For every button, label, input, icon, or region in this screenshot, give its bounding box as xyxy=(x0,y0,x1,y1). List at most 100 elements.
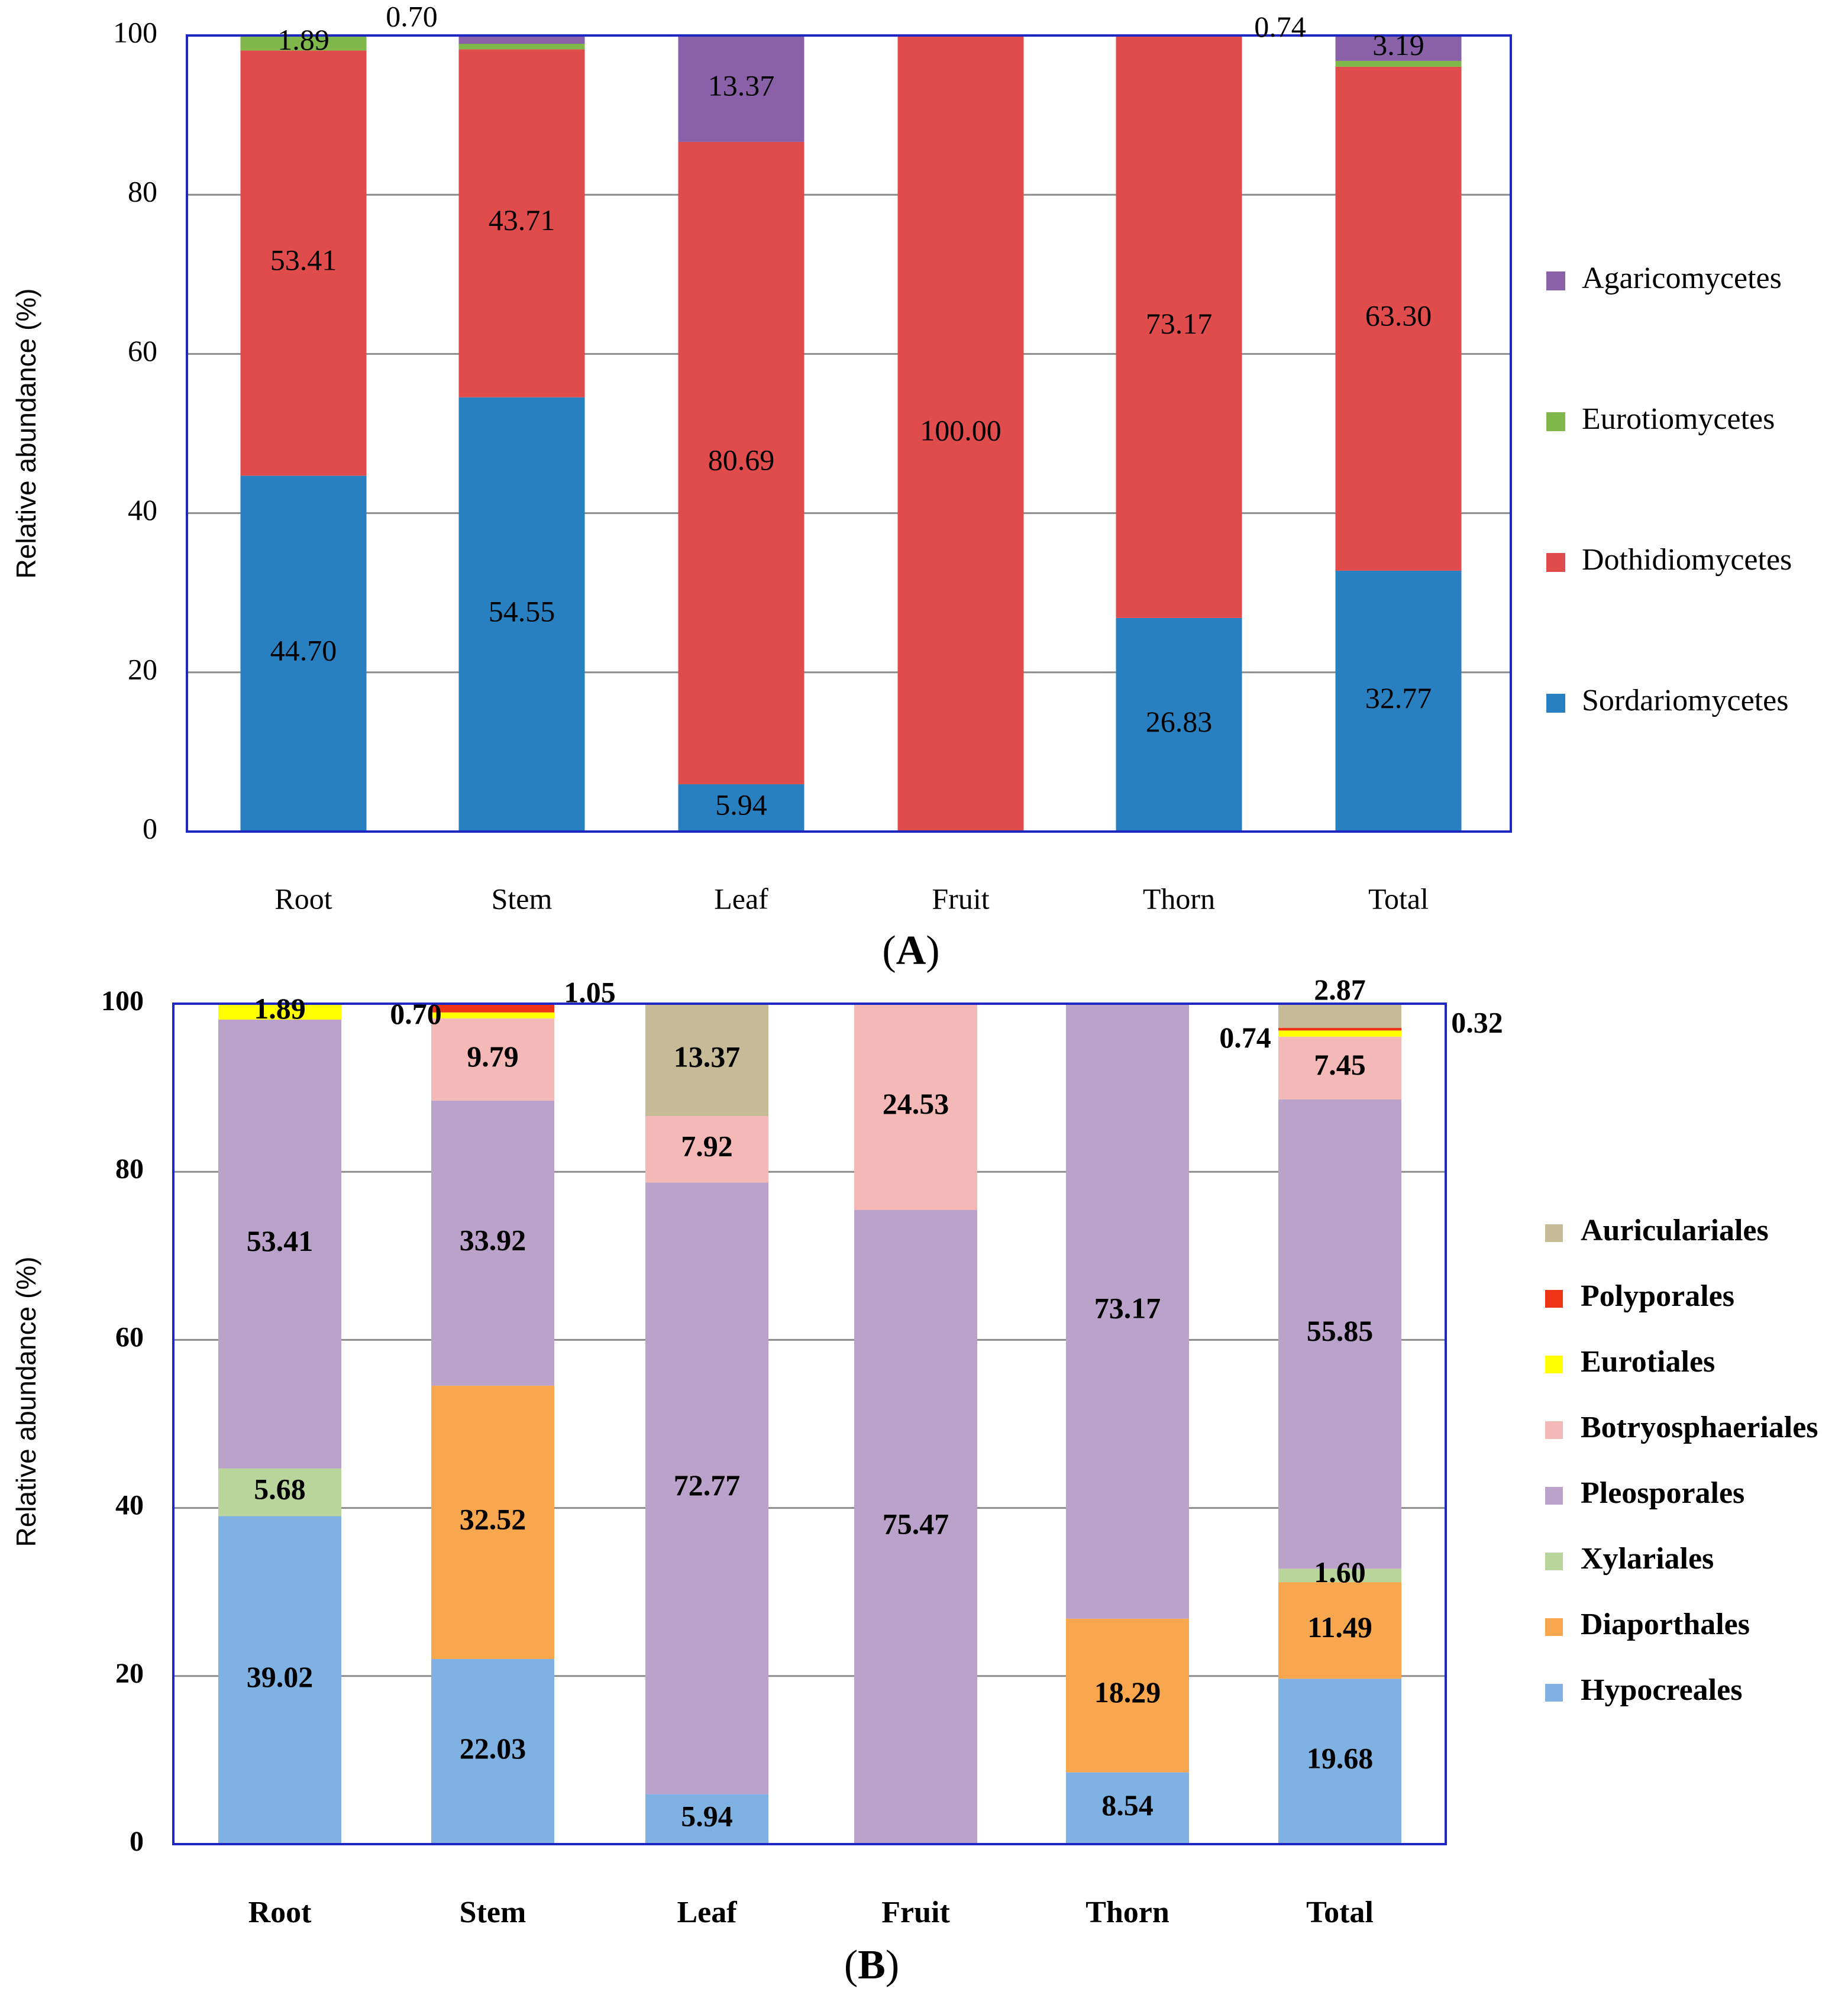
data-label: 32.77 xyxy=(1365,681,1432,714)
bar-root-dothidiomycetes xyxy=(240,50,367,476)
data-label: 0.70 xyxy=(386,0,438,33)
data-label: 80.69 xyxy=(708,443,775,476)
panel-label-letter: B xyxy=(858,1942,886,1988)
bar-stem-sordariomycetes xyxy=(458,397,585,832)
panel-label: (B) xyxy=(844,1942,899,1988)
plot-frame xyxy=(186,34,1512,833)
bar-total-botryosphaeriales xyxy=(1278,1036,1401,1100)
bar-thorn-diaporthales xyxy=(1066,1618,1189,1773)
bar-root-hypocreales xyxy=(218,1516,341,1844)
bar-total-diaporthales xyxy=(1278,1582,1401,1679)
data-label: 54.55 xyxy=(489,594,555,628)
data-label: 19.68 xyxy=(1307,1742,1374,1775)
plot-frame xyxy=(172,1003,1447,1845)
data-label: 3.19 xyxy=(1372,28,1424,62)
y-tick-label: 100 xyxy=(101,985,144,1017)
bar-total-xylariales xyxy=(1278,1569,1401,1583)
panel-label-close-paren: ) xyxy=(926,928,939,974)
data-label: 73.17 xyxy=(1146,307,1213,340)
data-label: 100.00 xyxy=(920,413,1001,447)
bar-stem-agaricomycetes xyxy=(458,35,585,44)
bar-total-sordariomycetes xyxy=(1335,570,1462,832)
y-axis-label: Relative abundance (%) xyxy=(11,289,41,579)
legend-swatch xyxy=(1545,1290,1563,1308)
data-label: 5.94 xyxy=(715,788,767,821)
bar-leaf-dothidiomycetes xyxy=(678,141,805,785)
legend-label: Dothidiomycetes xyxy=(1582,543,1792,577)
chart-panel-b: 0 20 40 60 80 100 Root Stem Leaf Fruit Thorn Total R… xyxy=(11,973,1818,1988)
data-label: 1.89 xyxy=(254,992,306,1025)
bar-leaf-pleosporales xyxy=(645,1182,768,1794)
bar-stem-diaporthales xyxy=(431,1385,554,1659)
bar-root-sordariomycetes xyxy=(240,476,367,832)
legend-swatch xyxy=(1545,1421,1563,1439)
bar-total-pleosporales xyxy=(1278,1099,1401,1569)
data-label: 33.92 xyxy=(460,1223,526,1256)
bar-thorn-pleosporales xyxy=(1066,1004,1189,1619)
bar-leaf-auriculariales xyxy=(645,1004,768,1116)
bar-total-auriculariales xyxy=(1278,1004,1401,1028)
y-axis-label: Relative abundance (%) xyxy=(11,1257,41,1547)
data-label: 13.37 xyxy=(708,69,775,102)
bar-total-eurotiomycetes xyxy=(1335,60,1462,67)
data-label: 0.32 xyxy=(1451,1005,1503,1039)
panel-label: (A) xyxy=(882,928,939,974)
x-tick-label: Root xyxy=(248,1896,312,1929)
data-label: 0.74 xyxy=(1254,10,1306,43)
legend-swatch xyxy=(1545,1618,1563,1636)
data-label: 72.77 xyxy=(674,1469,741,1502)
x-tick-label: Thorn xyxy=(1143,882,1215,915)
legend-label: Hypocreales xyxy=(1581,1673,1742,1707)
x-tick-label: Leaf xyxy=(714,882,768,915)
x-tick-label: Fruit xyxy=(881,1896,950,1929)
bar-fruit-botryosphaeriales xyxy=(854,1004,977,1210)
data-label: 2.87 xyxy=(1314,973,1366,1006)
bar-root-xylariales xyxy=(218,1468,341,1516)
bar-root-pleosporales xyxy=(218,1019,341,1469)
legend: Auriculariales Polyporales Eurotiales Botry… xyxy=(1545,1214,1818,1707)
data-label: 9.79 xyxy=(467,1040,519,1073)
bar-total-polyporales xyxy=(1278,1027,1401,1031)
data-label: 44.70 xyxy=(270,634,337,667)
bar-fruit-pleosporales xyxy=(854,1210,977,1844)
data-label: 5.94 xyxy=(681,1799,733,1832)
y-tick-label: 60 xyxy=(128,334,157,367)
x-tick-label: Stem xyxy=(492,882,553,915)
x-tick-label: Stem xyxy=(460,1896,526,1929)
data-label: 11.49 xyxy=(1307,1611,1372,1644)
y-tick-label: 80 xyxy=(128,175,157,208)
data-label: 63.30 xyxy=(1365,299,1432,332)
legend-label: Diaporthales xyxy=(1581,1608,1750,1641)
bar-stem-polyporales xyxy=(431,1003,554,1013)
legend-label: Sordariomycetes xyxy=(1582,684,1788,717)
bar-stem-hypocreales xyxy=(431,1658,554,1844)
bar-total-eurotiales xyxy=(1278,1030,1401,1037)
bar-total-dothidiomycetes xyxy=(1335,66,1462,571)
legend-label: Polyporales xyxy=(1581,1279,1734,1313)
legend-swatch xyxy=(1545,1487,1563,1505)
data-label: 24.53 xyxy=(883,1087,949,1120)
bar-thorn-dothidiomycetes xyxy=(1116,35,1242,618)
bar-leaf-agaricomycetes xyxy=(678,35,805,142)
data-label: 7.92 xyxy=(681,1130,733,1163)
y-tick-label: 0 xyxy=(143,811,157,845)
data-label: 22.03 xyxy=(460,1732,526,1765)
legend-swatch xyxy=(1546,694,1565,713)
legend-swatch xyxy=(1546,271,1565,290)
bar-stem-eurotiomycetes xyxy=(458,43,585,50)
x-tick-label: Total xyxy=(1306,1896,1374,1929)
data-label: 55.85 xyxy=(1307,1314,1374,1347)
legend: Agaricomycetes Eurotiomycetes Dothidiomyce… xyxy=(1546,261,1792,717)
legend-swatch xyxy=(1545,1553,1563,1570)
data-label: 18.29 xyxy=(1094,1676,1161,1709)
data-label: 53.41 xyxy=(247,1224,314,1257)
data-label: 75.47 xyxy=(883,1507,949,1540)
bar-stem-pleosporales xyxy=(431,1100,554,1386)
y-tick-label: 20 xyxy=(115,1658,144,1689)
legend-label: Xylariales xyxy=(1581,1542,1714,1576)
panel-label-close-paren: ) xyxy=(886,1942,899,1988)
data-label: 26.83 xyxy=(1146,705,1213,738)
data-label: 73.17 xyxy=(1094,1291,1161,1324)
bar-leaf-botryosphaeriales xyxy=(645,1115,768,1183)
